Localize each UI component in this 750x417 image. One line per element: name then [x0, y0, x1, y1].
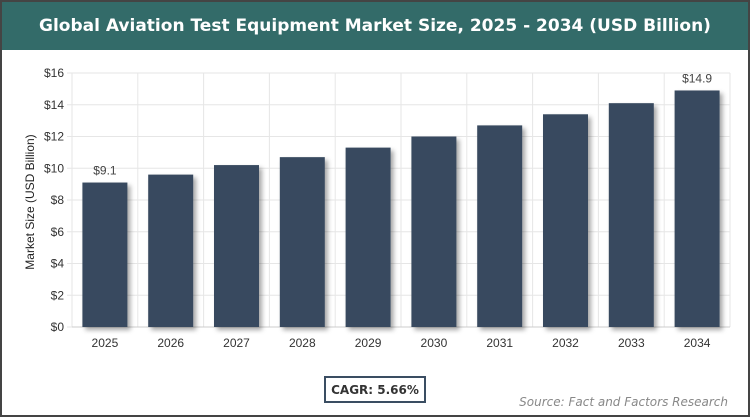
bar-2033	[608, 103, 654, 327]
x-tick-label: 2031	[486, 336, 513, 350]
cagr-badge: CAGR: 5.66%	[324, 376, 426, 403]
y-tick-label: $12	[44, 130, 64, 144]
bar-2030	[411, 136, 457, 327]
source-note: Source: Fact and Factors Research	[519, 395, 728, 409]
y-tick-label: $10	[44, 161, 64, 175]
y-tick-label: $8	[51, 193, 65, 207]
x-tick-label: 2033	[618, 336, 645, 350]
bar-2029	[345, 147, 391, 327]
x-tick-label: 2030	[421, 336, 448, 350]
x-tick-label: 2025	[92, 336, 119, 350]
y-tick-label: $0	[51, 320, 65, 334]
x-tick-label: 2027	[223, 336, 250, 350]
y-tick-label: $2	[51, 288, 65, 302]
y-tick-label: $16	[44, 66, 64, 80]
x-tick-label: 2026	[157, 336, 184, 350]
y-tick-label: $14	[44, 98, 64, 112]
bar-2034	[674, 90, 720, 328]
y-axis-label: Market Size (USD Billion)	[23, 134, 37, 269]
data-label: $14.9	[682, 71, 712, 85]
x-tick-label: 2032	[552, 336, 579, 350]
y-tick-label: $6	[51, 225, 65, 239]
bar-2027	[214, 165, 259, 327]
bar-2025	[82, 182, 128, 327]
data-label: $9.1	[93, 164, 117, 178]
chart-title: Global Aviation Test Equipment Market Si…	[2, 2, 748, 50]
bar-2026	[148, 174, 194, 327]
bar-2031	[477, 125, 523, 327]
y-tick-label: $4	[51, 257, 65, 271]
x-tick-label: 2029	[355, 336, 382, 350]
x-tick-label: 2034	[684, 336, 711, 350]
bar-2028	[279, 157, 325, 327]
bar-2032	[543, 114, 588, 328]
x-tick-label: 2028	[289, 336, 316, 350]
